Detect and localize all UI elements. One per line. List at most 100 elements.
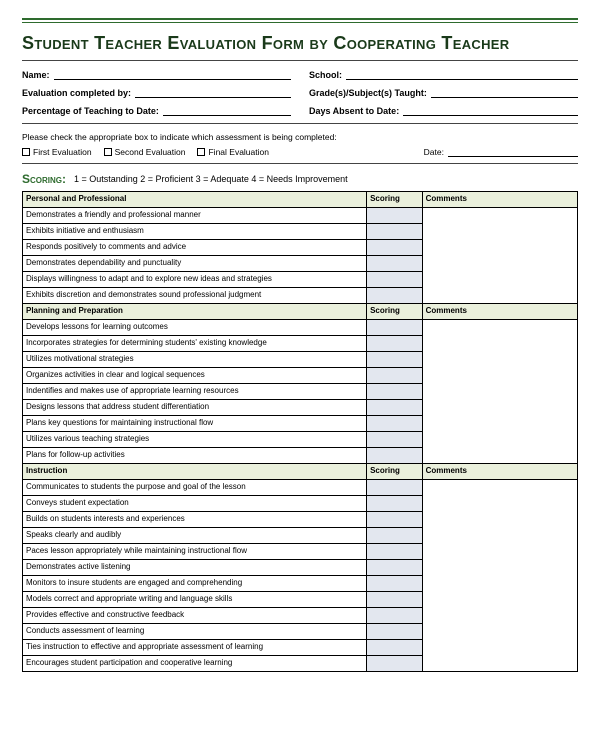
criteria-cell: Conducts assessment of learning [23, 624, 367, 640]
scoring-cell[interactable] [367, 256, 423, 272]
criteria-cell: Encourages student participation and coo… [23, 656, 367, 672]
input-evaluator[interactable] [135, 87, 291, 98]
input-date[interactable] [448, 147, 578, 157]
label-evaluator: Evaluation completed by: [22, 88, 131, 98]
criteria-cell: Ties instruction to effective and approp… [23, 640, 367, 656]
eval-table: Personal and ProfessionalScoringComments… [22, 191, 578, 672]
mid-rule-2 [22, 163, 578, 164]
check-final[interactable]: Final Evaluation [197, 147, 268, 157]
input-pct[interactable] [163, 105, 291, 116]
criteria-cell: Incorporates strategies for determining … [23, 336, 367, 352]
scoring-cell[interactable] [367, 288, 423, 304]
label-school: School: [309, 70, 342, 80]
criteria-cell: Communicates to students the purpose and… [23, 480, 367, 496]
scoring-cell[interactable] [367, 384, 423, 400]
col-scoring: Scoring [367, 464, 423, 480]
checkbox-icon [22, 148, 30, 156]
criteria-cell: Indentifies and makes use of appropriate… [23, 384, 367, 400]
section-name: Planning and Preparation [23, 304, 367, 320]
instruction-text: Please check the appropriate box to indi… [22, 132, 578, 142]
section-header: InstructionScoringComments [23, 464, 578, 480]
comments-cell[interactable] [422, 480, 577, 672]
checkbox-icon [197, 148, 205, 156]
criteria-cell: Provides effective and constructive feed… [23, 608, 367, 624]
scoring-cell[interactable] [367, 480, 423, 496]
rule-thin [22, 22, 578, 23]
col-scoring: Scoring [367, 192, 423, 208]
rule-top [22, 18, 578, 20]
scoring-cell[interactable] [367, 560, 423, 576]
scoring-cell[interactable] [367, 368, 423, 384]
field-row-2: Evaluation completed by: Grade(s)/Subjec… [22, 87, 578, 98]
criteria-cell: Displays willingness to adapt and to exp… [23, 272, 367, 288]
criteria-cell: Demonstrates active listening [23, 560, 367, 576]
criteria-cell: Exhibits initiative and enthusiasm [23, 224, 367, 240]
scoring-cell[interactable] [367, 640, 423, 656]
scoring-cell[interactable] [367, 432, 423, 448]
col-comments: Comments [422, 304, 577, 320]
scoring-cell[interactable] [367, 320, 423, 336]
label-date: Date: [424, 147, 444, 157]
scoring-cell[interactable] [367, 448, 423, 464]
scoring-cell[interactable] [367, 272, 423, 288]
criteria-cell: Utilizes motivational strategies [23, 352, 367, 368]
scoring-cell[interactable] [367, 512, 423, 528]
criteria-cell: Builds on students interests and experie… [23, 512, 367, 528]
criteria-cell: Demonstrates dependability and punctuali… [23, 256, 367, 272]
col-scoring: Scoring [367, 304, 423, 320]
col-comments: Comments [422, 464, 577, 480]
scoring-cell[interactable] [367, 576, 423, 592]
criteria-cell: Monitors to insure students are engaged … [23, 576, 367, 592]
criteria-cell: Demonstrates a friendly and professional… [23, 208, 367, 224]
table-row: Communicates to students the purpose and… [23, 480, 578, 496]
input-grades[interactable] [431, 87, 578, 98]
scoring-cell[interactable] [367, 240, 423, 256]
scoring-cell[interactable] [367, 592, 423, 608]
section-name: Personal and Professional [23, 192, 367, 208]
scoring-cell[interactable] [367, 208, 423, 224]
scoring-legend: 1 = Outstanding 2 = Proficient 3 = Adequ… [74, 174, 348, 184]
col-comments: Comments [422, 192, 577, 208]
scoring-label: Scoring: [22, 172, 66, 186]
section-header: Planning and PreparationScoringComments [23, 304, 578, 320]
scoring-row: Scoring: 1 = Outstanding 2 = Proficient … [22, 172, 578, 186]
criteria-cell: Organizes activities in clear and logica… [23, 368, 367, 384]
scoring-cell[interactable] [367, 336, 423, 352]
input-name[interactable] [54, 69, 291, 80]
section-header: Personal and ProfessionalScoringComments [23, 192, 578, 208]
criteria-cell: Exhibits discretion and demonstrates sou… [23, 288, 367, 304]
criteria-cell: Plans for follow-up activities [23, 448, 367, 464]
scoring-cell[interactable] [367, 608, 423, 624]
criteria-cell: Speaks clearly and audibly [23, 528, 367, 544]
scoring-cell[interactable] [367, 624, 423, 640]
scoring-cell[interactable] [367, 224, 423, 240]
comments-cell[interactable] [422, 320, 577, 464]
field-row-1: Name: School: [22, 69, 578, 80]
check-first-label: First Evaluation [33, 147, 92, 157]
field-row-3: Percentage of Teaching to Date: Days Abs… [22, 105, 578, 116]
scoring-cell[interactable] [367, 496, 423, 512]
scoring-cell[interactable] [367, 528, 423, 544]
header-rule [22, 60, 578, 61]
scoring-cell[interactable] [367, 352, 423, 368]
check-second[interactable]: Second Evaluation [104, 147, 186, 157]
input-absent[interactable] [403, 105, 578, 116]
input-school[interactable] [346, 69, 578, 80]
criteria-cell: Plans key questions for maintaining inst… [23, 416, 367, 432]
scoring-cell[interactable] [367, 400, 423, 416]
criteria-cell: Models correct and appropriate writing a… [23, 592, 367, 608]
check-final-label: Final Evaluation [208, 147, 268, 157]
criteria-cell: Responds positively to comments and advi… [23, 240, 367, 256]
mid-rule [22, 123, 578, 124]
label-grades: Grade(s)/Subject(s) Taught: [309, 88, 427, 98]
scoring-cell[interactable] [367, 416, 423, 432]
comments-cell[interactable] [422, 208, 577, 304]
check-row: First Evaluation Second Evaluation Final… [22, 147, 578, 157]
check-first[interactable]: First Evaluation [22, 147, 92, 157]
scoring-cell[interactable] [367, 544, 423, 560]
scoring-cell[interactable] [367, 656, 423, 672]
label-name: Name: [22, 70, 50, 80]
criteria-cell: Conveys student expectation [23, 496, 367, 512]
page-title: Student Teacher Evaluation Form by Coope… [22, 33, 578, 54]
criteria-cell: Designs lessons that address student dif… [23, 400, 367, 416]
